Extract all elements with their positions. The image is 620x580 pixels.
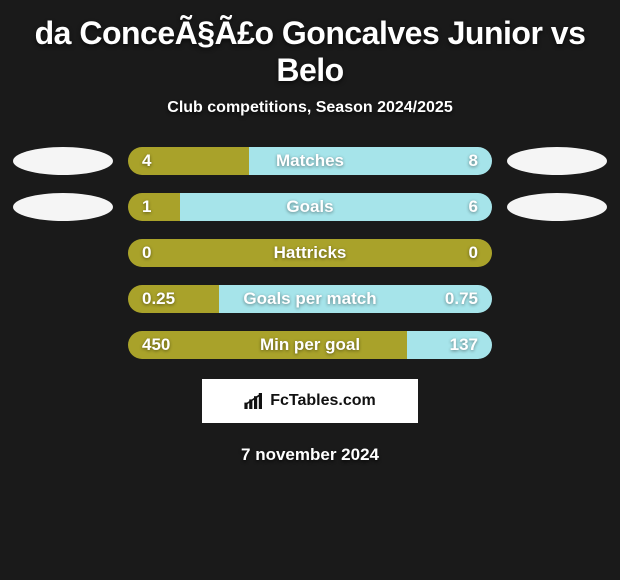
right-value: 0 <box>455 243 492 263</box>
stat-bar: 450137Min per goal <box>128 331 492 359</box>
bar-left-segment: 450 <box>128 331 407 359</box>
bar-right-segment: 8 <box>249 147 492 175</box>
brand-badge[interactable]: FcTables.com <box>202 379 418 423</box>
avatar-right-slot <box>502 193 612 221</box>
date-text: 7 november 2024 <box>0 445 620 465</box>
avatar-left-slot <box>8 147 118 175</box>
avatar-right <box>507 193 607 221</box>
stat-bar: 16Goals <box>128 193 492 221</box>
left-value: 450 <box>128 335 184 355</box>
bar-left-segment: 1 <box>128 193 180 221</box>
left-value: 1 <box>128 197 165 217</box>
left-value: 0.25 <box>128 289 189 309</box>
stat-row: 0.250.75Goals per match <box>8 285 612 313</box>
bar-left-segment: 4 <box>128 147 249 175</box>
avatar-right-slot <box>502 147 612 175</box>
avatar-left <box>13 193 113 221</box>
stat-bar: 48Matches <box>128 147 492 175</box>
page-title: da ConceÃ§Ã£o Goncalves Junior vs Belo <box>0 10 620 99</box>
brand-text: FcTables.com <box>270 392 376 410</box>
avatar-left <box>13 147 113 175</box>
stat-bar: 0.250.75Goals per match <box>128 285 492 313</box>
right-value: 0.75 <box>431 289 492 309</box>
right-value: 8 <box>455 151 492 171</box>
stat-bar: 00Hattricks <box>128 239 492 267</box>
bar-right-segment: 6 <box>180 193 492 221</box>
bar-left-segment: 0.25 <box>128 285 219 313</box>
stat-row: 00Hattricks <box>8 239 612 267</box>
stat-row: 16Goals <box>8 193 612 221</box>
avatar-right <box>507 147 607 175</box>
stat-row: 48Matches <box>8 147 612 175</box>
chart-icon <box>244 393 264 409</box>
bar-right-segment: 137 <box>407 331 492 359</box>
left-value: 0 <box>128 243 165 263</box>
subtitle-text: Club competitions, Season 2024/2025 <box>0 99 620 117</box>
left-value: 4 <box>128 151 165 171</box>
comparison-container: da ConceÃ§Ã£o Goncalves Junior vs Belo C… <box>0 0 620 475</box>
avatar-left-slot <box>8 193 118 221</box>
stat-row: 450137Min per goal <box>8 331 612 359</box>
stats-area: 48Matches16Goals00Hattricks0.250.75Goals… <box>0 147 620 359</box>
right-value: 137 <box>436 335 492 355</box>
right-value: 6 <box>455 197 492 217</box>
bar-left-segment: 0 <box>128 239 492 267</box>
bar-right-segment: 0.75 <box>219 285 492 313</box>
